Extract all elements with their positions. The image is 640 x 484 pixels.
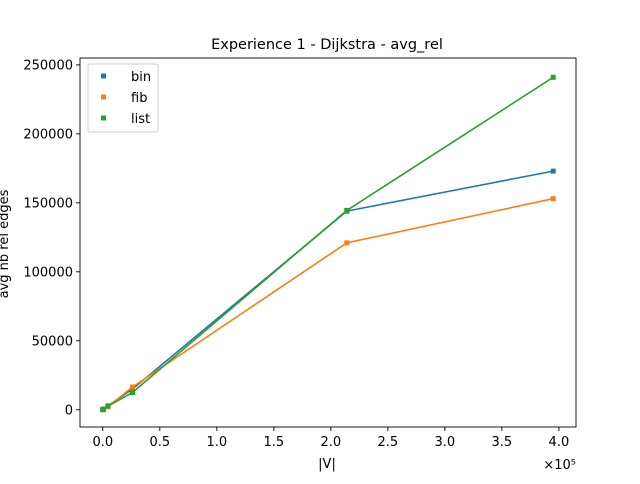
series-line-bin <box>102 170 554 411</box>
x-tick-label: 2.5 <box>378 435 399 450</box>
data-point-list <box>129 390 135 396</box>
data-point-fib <box>344 240 350 246</box>
y-tick-label: 200000 <box>23 127 73 142</box>
data-point-list <box>550 74 556 80</box>
x-tick-label: 2.0 <box>321 435 342 450</box>
x-tick-label: 3.0 <box>435 435 456 450</box>
legend-marker-list <box>101 115 106 121</box>
x-tick-label: 4.0 <box>549 435 570 450</box>
legend-box <box>87 63 159 133</box>
x-tick-label: 0.5 <box>149 435 170 450</box>
x-tick-label: 0.0 <box>92 435 113 450</box>
y-tick-label: 250000 <box>23 58 73 73</box>
series-line-list <box>102 76 554 411</box>
data-point-list <box>100 406 106 412</box>
y-tick-label: 50000 <box>32 334 73 349</box>
x-tick-label: 1.5 <box>263 435 284 450</box>
legend-marker-fib <box>101 94 106 100</box>
y-tick-label: 0 <box>65 403 73 418</box>
x-axis-multiplier: ×10⁵ <box>543 458 576 473</box>
x-tick-label: 3.5 <box>492 435 513 450</box>
y-axis-label: avg nb rel edges <box>0 189 12 298</box>
legend-label-list: list <box>131 112 150 127</box>
chart-title: Experience 1 - Dijkstra - avg_rel <box>211 37 443 53</box>
legend-label-bin: bin <box>131 70 151 85</box>
data-point-fib <box>550 196 556 202</box>
legend-label-fib: fib <box>131 91 147 106</box>
y-tick-label: 150000 <box>23 196 73 211</box>
series-line-fib <box>102 197 554 411</box>
data-point-list <box>105 403 111 409</box>
x-tick-label: 1.0 <box>206 435 227 450</box>
data-point-list <box>344 207 350 213</box>
y-tick-label: 100000 <box>23 265 73 280</box>
plot-frame <box>79 57 577 428</box>
data-point-fib <box>129 384 135 390</box>
x-axis-label: |V| <box>318 457 336 472</box>
legend-marker-bin <box>101 73 106 79</box>
data-point-bin <box>550 168 556 174</box>
